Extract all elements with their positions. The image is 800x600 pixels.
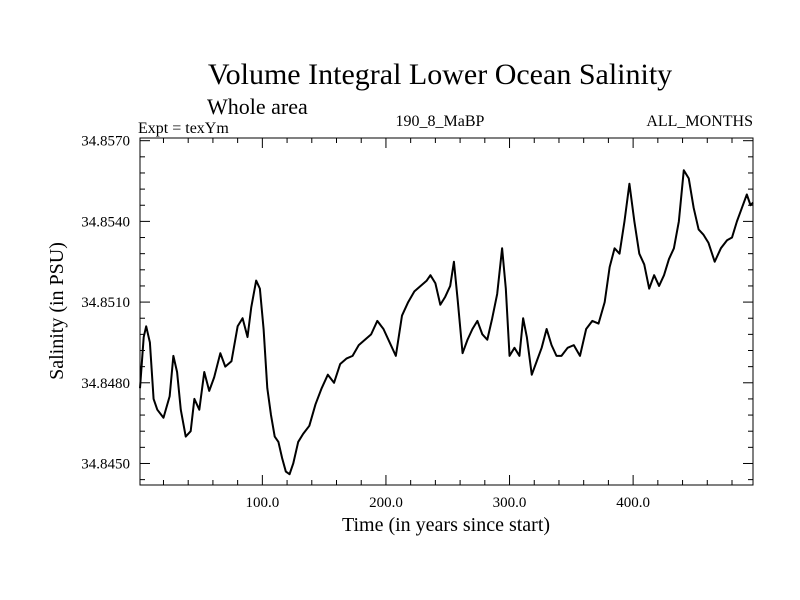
y-tick-label: 34.8450: [81, 456, 130, 472]
run-label: 190_8_MaBP: [396, 113, 485, 130]
x-tick-label: 300.0: [493, 495, 527, 511]
x-tick-label: 200.0: [369, 495, 403, 511]
y-tick-label: 34.8570: [81, 134, 130, 150]
y-tick-label: 34.8480: [81, 376, 130, 392]
salinity-series-line: [139, 169, 754, 476]
y-axis-label: Salinity (in PSU): [46, 242, 68, 380]
months-label: ALL_MONTHS: [646, 113, 753, 130]
chart-title: Volume Integral Lower Ocean Salinity: [208, 58, 672, 91]
series-layer: [139, 169, 754, 476]
x-axis-label: Time (in years since start): [342, 514, 550, 536]
x-tick-label: 400.0: [616, 495, 650, 511]
axis-ticks: [140, 138, 753, 485]
x-tick-label: 100.0: [245, 495, 279, 511]
plot-frame: [139, 137, 754, 486]
axis-tick-labels: 100.0 200.0 300.0 400.0 34.8450 34.8480 34.851…: [81, 134, 650, 511]
y-tick-label: 34.8510: [81, 295, 130, 311]
chart-subtitle: Whole area: [207, 94, 308, 119]
y-tick-label: 34.8540: [81, 214, 130, 230]
experiment-label: Expt = texYm: [138, 120, 229, 137]
